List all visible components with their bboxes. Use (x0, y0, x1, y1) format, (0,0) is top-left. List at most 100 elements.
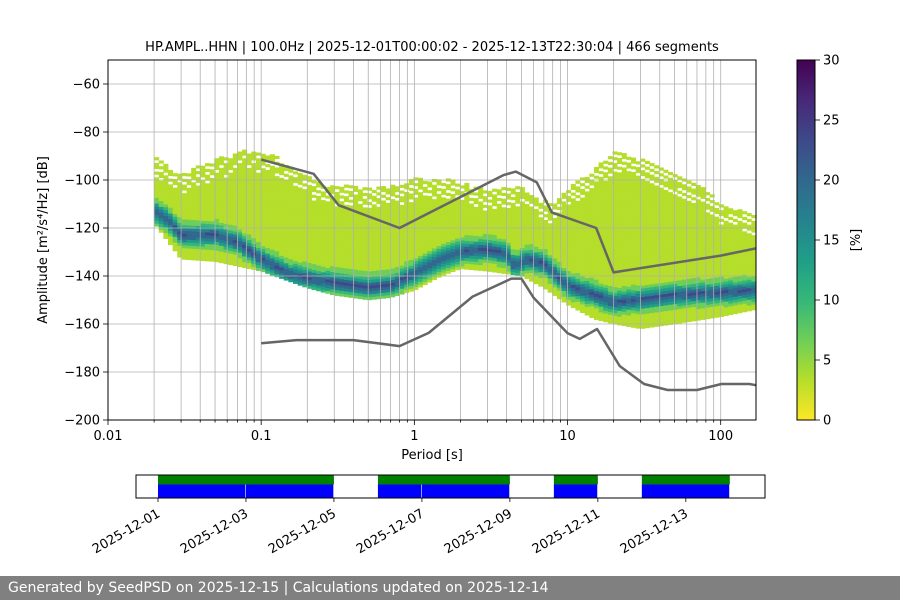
density-cell (644, 278, 650, 283)
density-cell (644, 218, 650, 222)
density-cell (288, 195, 294, 199)
density-cell (589, 190, 595, 195)
density-cell (580, 275, 586, 279)
density-cell (677, 291, 683, 295)
density-cell (617, 172, 623, 176)
density-cell (705, 258, 711, 262)
density-cell (394, 272, 400, 276)
density-cell (325, 273, 331, 277)
density-cell (501, 250, 507, 254)
density-cell (533, 200, 539, 204)
density-cell (445, 207, 451, 211)
density-cell (630, 261, 637, 265)
density-cell (154, 188, 160, 193)
density-cell (607, 236, 613, 240)
density-cell (751, 223, 757, 227)
density-cell (163, 181, 169, 185)
density-cell (177, 205, 183, 209)
density-cell (200, 243, 206, 247)
density-cell (593, 290, 599, 295)
density-cell (427, 195, 433, 200)
density-cell (200, 223, 206, 227)
density-cell (191, 245, 197, 249)
density-cell (723, 255, 729, 259)
density-cell (668, 275, 674, 279)
density-cell (626, 176, 632, 181)
density-cell (339, 247, 345, 251)
density-cell (714, 291, 720, 295)
density-cell (487, 231, 493, 235)
density-cell (441, 197, 447, 201)
density-cell (635, 270, 641, 274)
density-cell (399, 282, 405, 286)
density-cell (232, 156, 238, 160)
density-cell (654, 171, 660, 175)
density-cell (191, 208, 197, 212)
density-cell (737, 252, 743, 256)
density-cell (158, 223, 164, 228)
density-cell (603, 247, 609, 251)
density-cell (302, 174, 308, 178)
density-cell (649, 191, 655, 196)
density-cell (325, 215, 331, 219)
density-cell (399, 271, 405, 275)
density-cell (505, 256, 512, 261)
density-cell (191, 182, 197, 186)
density-cell (658, 245, 664, 249)
density-cell (492, 200, 498, 204)
density-cell (552, 240, 558, 245)
density-cell (677, 242, 683, 246)
density-cell (672, 266, 678, 270)
density-cell (260, 179, 266, 183)
density-cell (617, 227, 623, 231)
density-cell (427, 279, 433, 283)
density-cell (723, 243, 729, 247)
density-cell (732, 210, 738, 214)
density-cell (603, 209, 609, 213)
density-cell (422, 250, 428, 254)
density-cell (260, 205, 266, 209)
density-cell (283, 225, 289, 229)
density-cell (195, 199, 201, 204)
density-cell (394, 220, 400, 224)
density-cell (492, 260, 498, 264)
density-cell (279, 238, 285, 242)
density-cell (371, 233, 377, 237)
timeline-blue-segment (421, 484, 510, 498)
density-cell (339, 267, 345, 271)
density-cell (589, 303, 595, 307)
density-cell (663, 305, 669, 309)
density-cell (668, 229, 674, 233)
density-cell (668, 206, 674, 210)
density-cell (640, 181, 646, 185)
density-cell (232, 251, 238, 255)
density-cell (533, 223, 539, 227)
density-cell (533, 275, 539, 279)
density-cell (357, 235, 363, 239)
density-cell (362, 262, 368, 266)
density-cell (172, 242, 178, 246)
density-cell (330, 199, 336, 203)
density-cell (700, 290, 706, 294)
density-cell (635, 244, 641, 248)
density-cell (380, 283, 387, 288)
density-cell (214, 172, 220, 176)
density-cell (459, 199, 465, 203)
density-cell (343, 250, 349, 254)
density-cell (269, 168, 275, 172)
density-cell (681, 256, 687, 260)
density-cell (487, 208, 493, 212)
density-cell (630, 212, 637, 216)
density-cell (529, 252, 535, 256)
density-cell (714, 216, 720, 220)
density-cell (445, 250, 451, 254)
density-cell (181, 187, 187, 191)
density-cell (584, 272, 590, 276)
density-cell (575, 200, 581, 204)
density-cell (441, 263, 447, 267)
density-cell (218, 211, 224, 215)
colorbar-tick-label: 0 (823, 414, 831, 429)
density-cell (422, 241, 428, 245)
density-cell (209, 172, 215, 176)
density-cell (311, 194, 317, 198)
